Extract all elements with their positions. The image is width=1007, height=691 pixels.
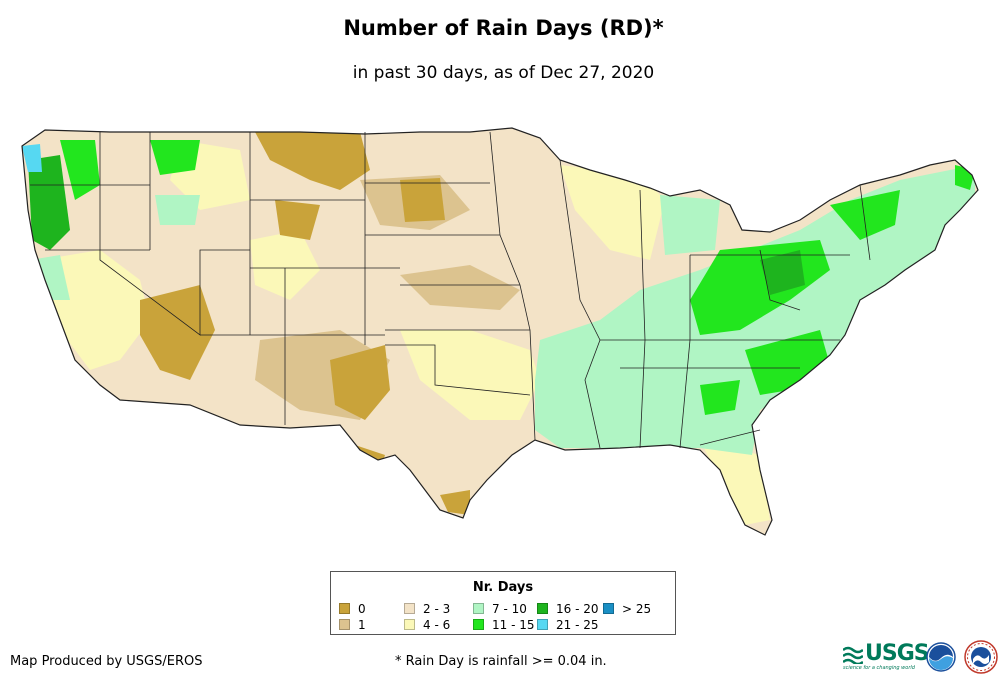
- region-0-day-wyoming: [275, 200, 320, 240]
- legend-label: 2 - 3: [423, 602, 451, 616]
- legend-item-4-6: 4 - 6: [404, 618, 450, 632]
- boundary-wv: [759, 249, 801, 311]
- credit-text: Map Produced by USGS/EROS: [10, 654, 203, 669]
- legend-item-16-20: 16 - 20: [537, 602, 599, 616]
- boundary-tx-ok: [385, 344, 531, 396]
- legend-item-11-15: 11 - 15: [473, 618, 535, 632]
- us-rain-days-map: [21, 127, 979, 536]
- region-0-day-north-dakota: [400, 178, 445, 222]
- nws-logo-icon: [964, 640, 998, 674]
- legend: Nr. Days 0 1 2 - 3 4 - 6 7 - 10 11 - 15 …: [330, 571, 676, 635]
- state-boundaries: [30, 131, 871, 449]
- legend-label: 1: [358, 618, 366, 632]
- boundary-fl-ga: [699, 429, 761, 446]
- region-11-15-north-idaho: [150, 140, 200, 175]
- legend-item-7-10: 7 - 10: [473, 602, 527, 616]
- region-11-15-new-york: [830, 190, 900, 240]
- region-16-20-pacific-coast: [28, 155, 70, 250]
- legend-swatch-1: [339, 619, 350, 630]
- region-7-10-michigan: [660, 195, 720, 255]
- legend-item-1: 1: [339, 618, 366, 632]
- legend-swatch-7-10: [473, 603, 484, 614]
- noaa-logo-icon: [926, 642, 956, 672]
- legend-swatch-4-6: [404, 619, 415, 630]
- region-0-day-arizona: [140, 285, 215, 380]
- map-subtitle: in past 30 days, as of Dec 27, 2020: [352, 63, 655, 83]
- legend-item-2-3: 2 - 3: [404, 602, 450, 616]
- usgs-tagline: science for a changing world: [843, 665, 915, 671]
- legend-swatch-0: [339, 603, 350, 614]
- boundary-mississippi-west: [489, 131, 536, 441]
- usgs-wave-icon: [843, 646, 863, 664]
- legend-label: 4 - 6: [423, 618, 451, 632]
- legend-item-21-25: 21 - 25: [537, 618, 599, 632]
- region-21-25-olympic-peninsula: [22, 144, 42, 172]
- usgs-wordmark: USGS: [865, 641, 930, 666]
- legend-label: > 25: [622, 602, 652, 616]
- region-4-6-utah: [250, 230, 320, 300]
- boundary-nv-ca: [45, 249, 250, 336]
- region-4-6-great-lakes: [560, 165, 665, 260]
- region-0-day-montana: [255, 132, 370, 190]
- legend-swatch-over-25: [603, 603, 614, 614]
- legend-label: 7 - 10: [492, 602, 527, 616]
- legend-swatch-11-15: [473, 619, 484, 630]
- legend-swatch-2-3: [404, 603, 415, 614]
- legend-label: 21 - 25: [556, 618, 599, 632]
- boundary-new-england: [859, 184, 871, 261]
- legend-swatch-16-20: [537, 603, 548, 614]
- usgs-logo: USGS science for a changing world: [843, 640, 930, 672]
- map-title: Number of Rain Days (RD)*: [343, 16, 664, 40]
- footnote-text: * Rain Day is rainfall >= 0.04 in.: [395, 654, 607, 669]
- region-11-15-carolinas: [745, 330, 830, 395]
- legend-title: Nr. Days: [472, 580, 534, 595]
- legend-label: 11 - 15: [492, 618, 535, 632]
- legend-item-over-25: > 25: [603, 602, 651, 616]
- us-outline: [21, 127, 979, 536]
- legend-swatch-21-25: [537, 619, 548, 630]
- region-11-15-georgia: [700, 380, 740, 415]
- legend-label: 16 - 20: [556, 602, 599, 616]
- region-1-day-kansas: [400, 265, 520, 310]
- region-4-6-florida: [700, 440, 770, 525]
- region-16-20-west-virginia: [760, 250, 805, 295]
- region-0-day-south-texas: [440, 490, 470, 515]
- legend-item-0: 0: [339, 602, 366, 616]
- region-7-10-idaho: [155, 195, 200, 225]
- legend-label: 0: [358, 602, 366, 616]
- region-0-day-new-mexico: [330, 345, 390, 420]
